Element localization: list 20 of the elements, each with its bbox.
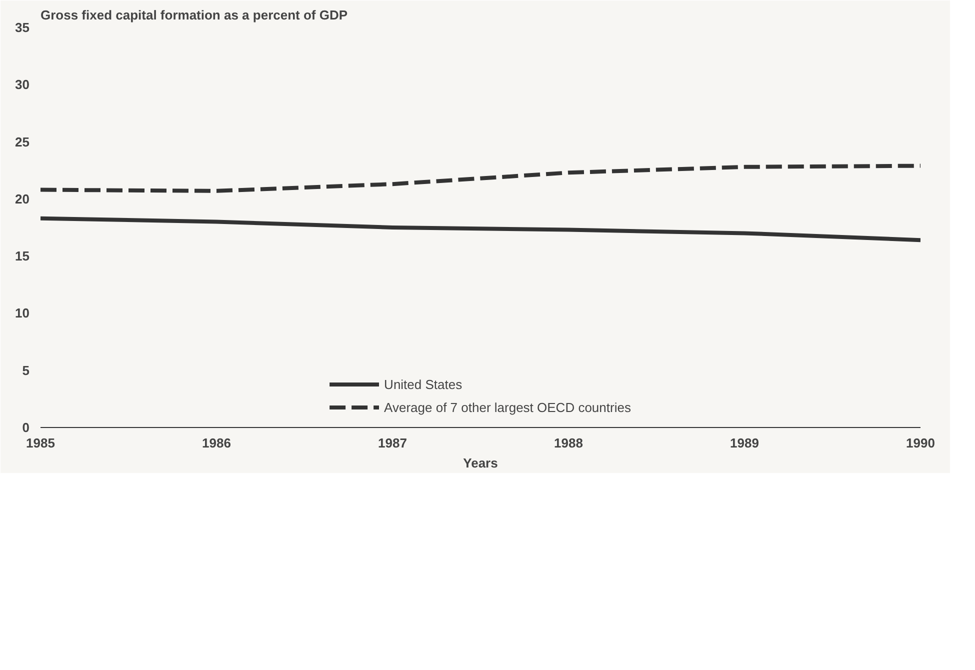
x-tick-label: 1985 — [26, 436, 55, 450]
x-tick-label: 1988 — [554, 436, 583, 450]
legend-label: United States — [384, 376, 462, 392]
x-axis-title: Years — [463, 456, 498, 470]
x-tick-label: 1990 — [906, 436, 935, 450]
line-series — [40, 216, 920, 242]
legend-label: Average of 7 other largest OECD countries — [384, 400, 631, 414]
y-tick-label: 25 — [15, 134, 30, 150]
chart-title: Gross fixed capital formation as a percent of GDP — [40, 8, 348, 22]
y-tick-label: 5 — [22, 362, 30, 378]
y-tick-label: 15 — [15, 248, 30, 264]
x-tick-label: 1987 — [378, 436, 407, 450]
x-tick-label: 1989 — [730, 436, 759, 450]
y-tick-label: 30 — [15, 77, 30, 92]
y-tick-label: 20 — [15, 191, 30, 206]
y-tick-label: 10 — [15, 306, 30, 321]
y-tick-label: 0 — [22, 420, 30, 435]
x-tick-label: 1986 — [202, 436, 231, 450]
y-tick-label: 35 — [15, 20, 30, 35]
line-series — [40, 164, 920, 193]
